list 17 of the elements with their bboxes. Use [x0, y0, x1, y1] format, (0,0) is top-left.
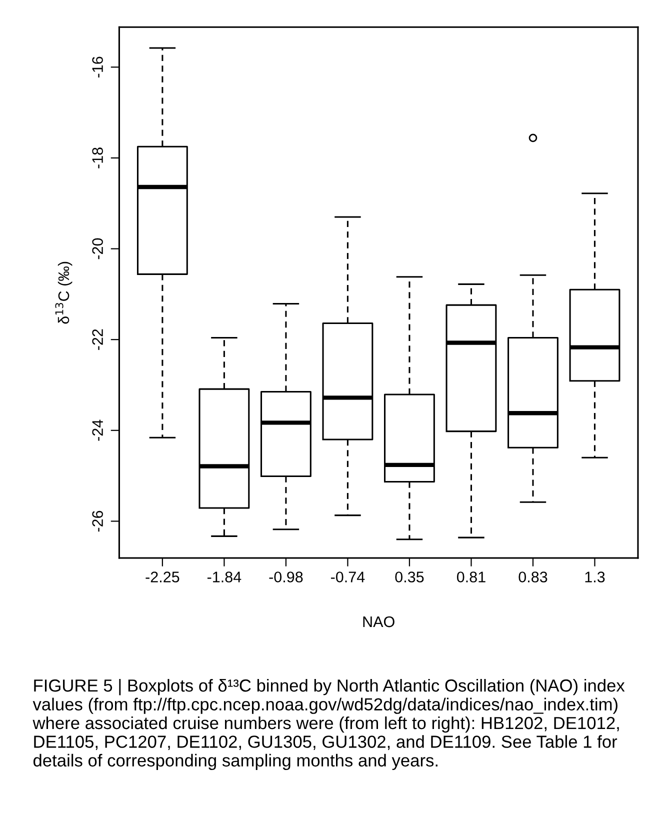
- y-tick-label: -18: [92, 148, 103, 168]
- x-axis-title: NAO: [363, 616, 394, 628]
- x-tick-label: -2.25: [146, 572, 180, 582]
- y-axis-title: δ$^{13}$C (‰): [55, 262, 72, 324]
- y-tick-label: -24: [92, 420, 103, 441]
- x-tick-label: -1.84: [207, 572, 242, 582]
- x-tick-label: 0.35: [395, 572, 424, 582]
- x-tick-label: -0.74: [330, 572, 365, 582]
- x-tick-label: -0.98: [269, 572, 303, 582]
- x-tick-label: 1.3: [585, 572, 605, 582]
- y-tick-label: -16: [92, 56, 103, 78]
- y-tick-label: -20: [92, 238, 103, 260]
- caption: FIGURE 5 | Boxplots of δ¹³C binned by North Atlantic Oscillation (NAO) index values (from ftp://ftp.cpc.ncep.noaa.gov/wd52dg/data/indices/nao_index.tim) where associated cruise numbers were (from left to right): HB1202, DE1012, DE1105, PC1207, DE1102, GU1305, GU1302, and DE1109. See Table 1 for details of corresponding sampling months and years.: [32, 678, 625, 770]
- y-tick-label: -22: [92, 329, 103, 350]
- y-tick-label: -26: [92, 510, 103, 532]
- x-tick-label: 0.81: [456, 572, 486, 582]
- x-tick-label: 0.83: [518, 572, 548, 582]
